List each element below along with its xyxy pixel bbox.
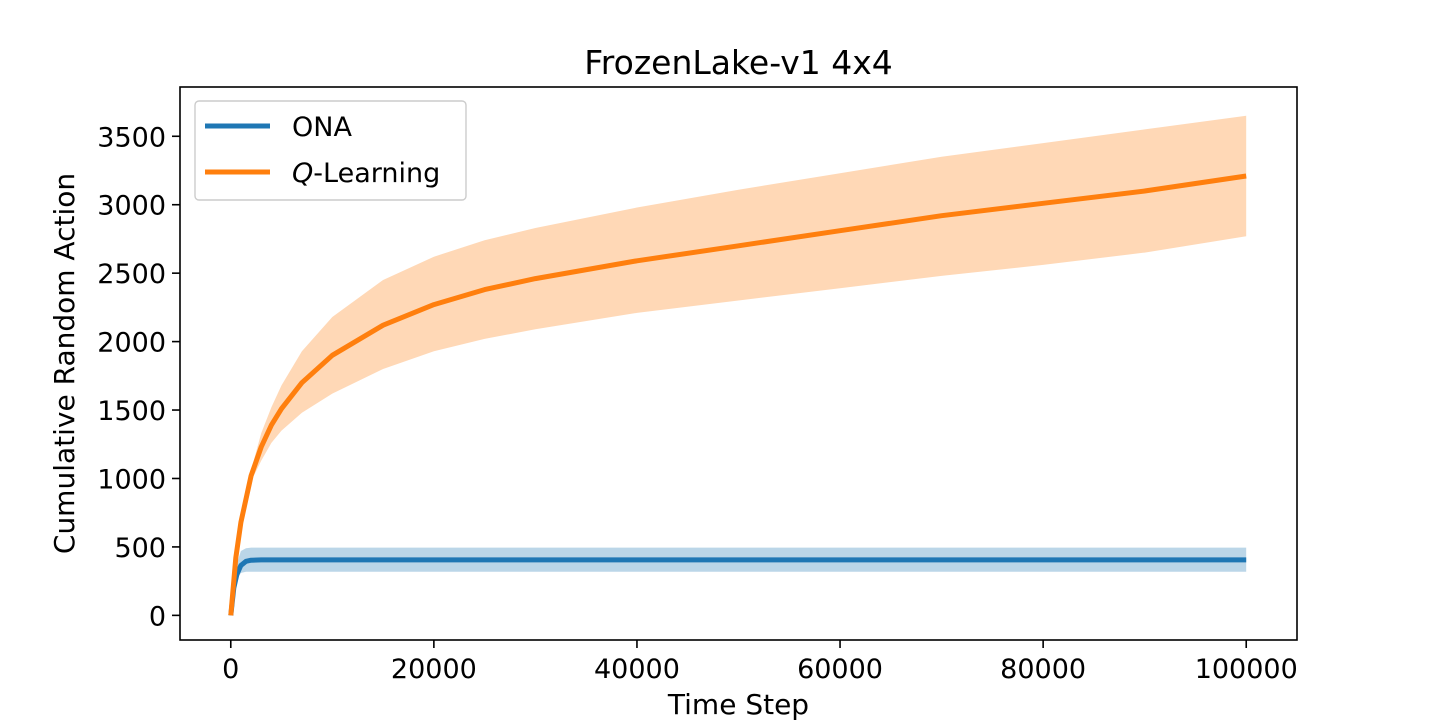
line-ona [228, 557, 1247, 616]
y-tick-label: 3500 [97, 122, 166, 153]
y-tick-label: 2500 [97, 259, 166, 290]
y-axis-title: Cumulative Random Action [48, 173, 81, 554]
band-ona [230, 547, 1247, 616]
y-tick-label: 1500 [97, 396, 166, 427]
x-tick-label: 100000 [1195, 654, 1298, 685]
confidence-bands [230, 115, 1247, 616]
y-tick-label: 500 [114, 533, 166, 564]
y-tick-label: 3000 [97, 191, 166, 222]
x-tick-label: 20000 [391, 654, 477, 685]
y-axis-ticks: 0 500 1000 1500 2000 2500 3000 3500 [97, 122, 180, 632]
legend: ONA Q-Learning [194, 100, 467, 201]
x-tick-label: 40000 [594, 654, 680, 685]
x-tick-label: 60000 [797, 654, 883, 685]
chart-title: FrozenLake-v1 4x4 [584, 43, 893, 82]
plot-area-frame [179, 86, 1298, 641]
y-tick-label: 1000 [97, 464, 166, 495]
y-tick-label: 2000 [97, 328, 166, 359]
legend-label-q-italic: Q [292, 158, 313, 189]
legend-label-ona: ONA [292, 112, 352, 143]
x-tick-label: 0 [222, 654, 239, 685]
x-axis-title: Time Step [667, 688, 809, 720]
line-q-learning [228, 173, 1247, 616]
y-tick-label: 0 [149, 601, 166, 632]
band-q-learning [230, 115, 1247, 616]
x-tick-label: 80000 [1000, 654, 1086, 685]
legend-label-q-learning: Q-Learning [292, 158, 440, 189]
legend-label-q-rest: -Learning [313, 158, 440, 189]
x-axis-ticks: 0 20000 40000 60000 80000 100000 [222, 640, 1298, 685]
series-lines [228, 173, 1247, 616]
